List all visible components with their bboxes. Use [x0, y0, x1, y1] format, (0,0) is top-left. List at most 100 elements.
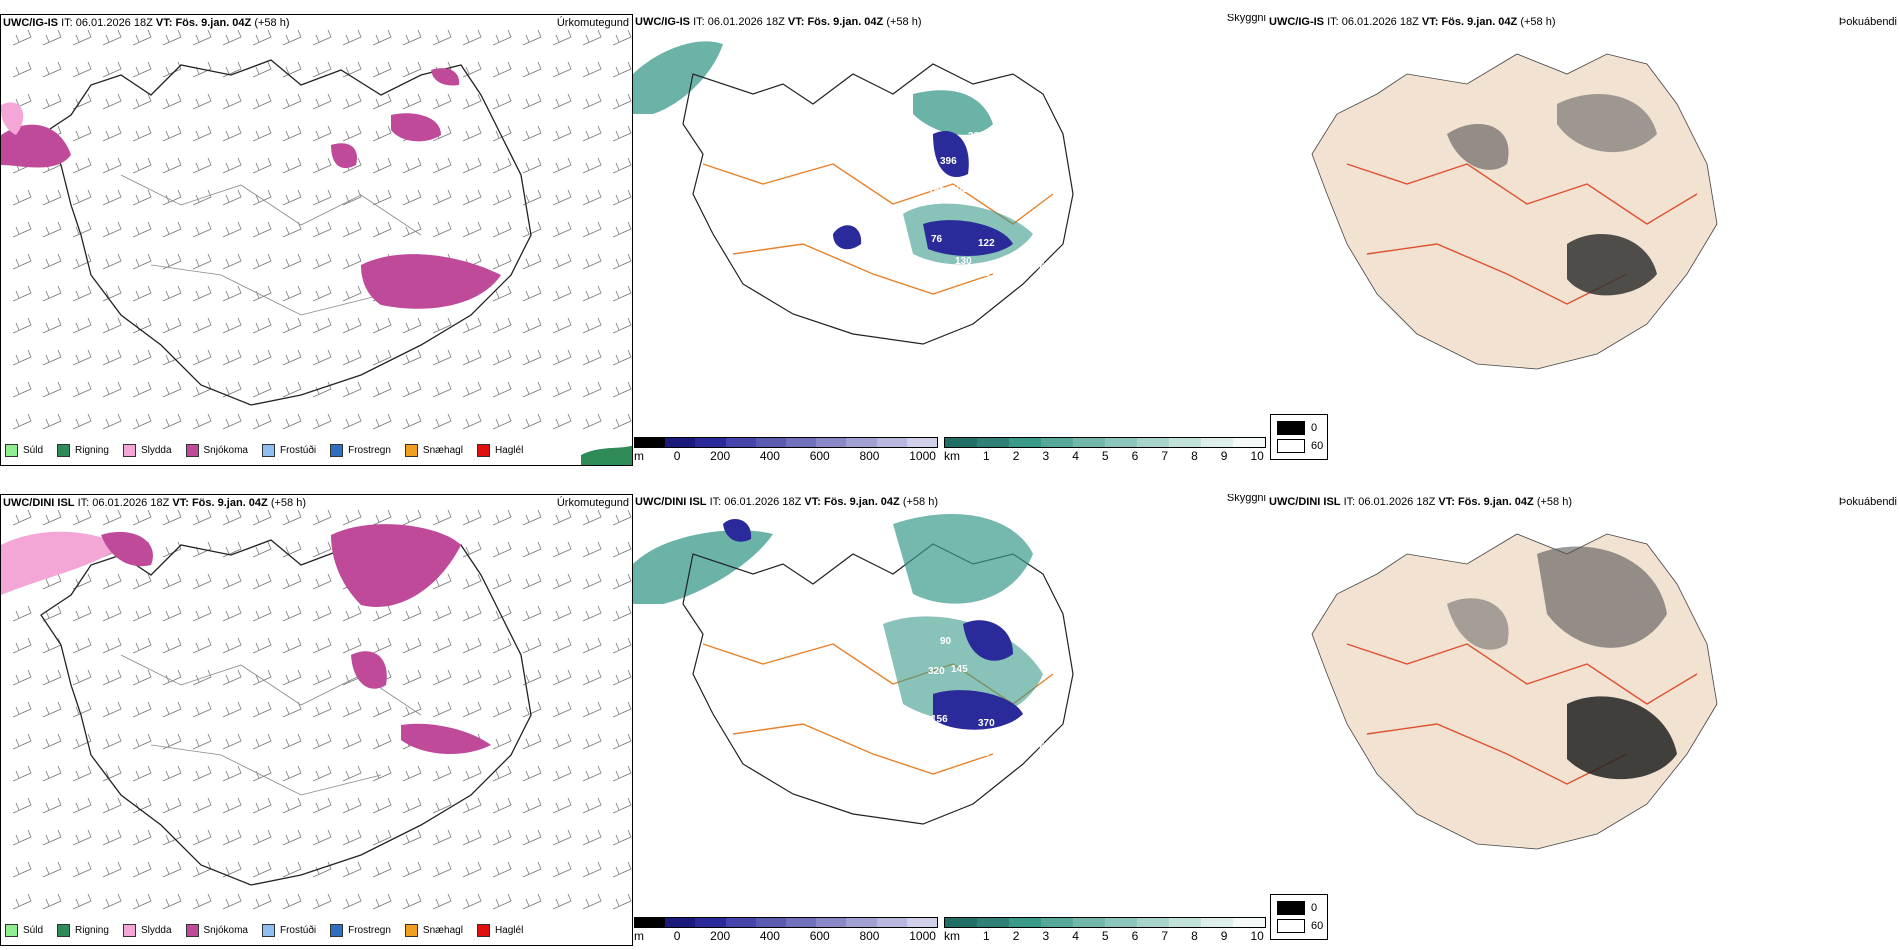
vis-low-area	[833, 225, 862, 250]
wind-barb	[312, 93, 332, 110]
wind-barb	[42, 701, 62, 718]
wind-barb	[492, 125, 512, 142]
wind-barb	[522, 733, 542, 750]
wind-barb	[522, 125, 542, 142]
wind-barb	[282, 189, 302, 206]
wind-barb	[162, 125, 182, 142]
wind-barb	[312, 701, 332, 718]
wind-barb	[12, 509, 32, 526]
wind-barb	[552, 861, 572, 878]
wind-barb	[222, 285, 242, 302]
wind-barb	[162, 93, 182, 110]
wind-barb	[372, 637, 392, 654]
fog-indicator-panel-bottom: UWC/DINI ISL IT: 06.01.2026 18Z VT: Fös.…	[1267, 494, 1900, 946]
wind-barb	[312, 349, 332, 366]
legend-item: Súld	[5, 924, 43, 937]
wind-barb	[372, 733, 392, 750]
sleet-area	[1, 531, 121, 595]
wind-barb	[192, 893, 212, 910]
wind-barb	[372, 413, 392, 430]
legend-item: Snjókoma	[185, 924, 248, 937]
wind-barb	[252, 637, 272, 654]
wind-barb	[582, 733, 602, 750]
wind-barb	[312, 829, 332, 846]
wind-barb	[402, 93, 422, 110]
wind-barb	[222, 125, 242, 142]
wind-barb	[102, 829, 122, 846]
wind-barb	[342, 509, 362, 526]
wind-barb	[492, 349, 512, 366]
fog-area	[1447, 598, 1509, 650]
wind-barb	[252, 285, 272, 302]
wind-barb	[252, 509, 272, 526]
legend-label: Snjókoma	[203, 445, 248, 456]
wind-barb	[42, 829, 62, 846]
wind-barb	[492, 317, 512, 334]
wind-barb	[12, 253, 32, 270]
wind-barb	[192, 701, 212, 718]
visibility-value-label: 152	[973, 268, 990, 279]
wind-barb	[402, 669, 422, 686]
wind-barb	[462, 317, 482, 334]
wind-barb	[432, 701, 452, 718]
wind-barb	[102, 413, 122, 430]
wind-barb	[222, 669, 242, 686]
precip-type-panel-bottom: UWC/DINI ISL IT: 06.01.2026 18Z VT: Fös.…	[0, 494, 633, 946]
legend-item: Slydda	[122, 444, 172, 457]
rain-area	[581, 445, 632, 465]
fog-area	[1557, 94, 1657, 153]
wind-barb	[462, 605, 482, 622]
visibility-value-label: 267	[968, 611, 985, 622]
wind-barb	[312, 29, 332, 46]
wind-barb	[522, 29, 542, 46]
wind-barb	[252, 221, 272, 238]
wind-barb	[42, 189, 62, 206]
visibility-value-label: 396	[940, 156, 957, 167]
wind-barb	[162, 637, 182, 654]
wind-barb	[522, 829, 542, 846]
legend-swatch	[404, 444, 418, 457]
wind-barb	[552, 317, 572, 334]
wind-barb	[162, 29, 182, 46]
wind-barb	[222, 893, 242, 910]
wind-barb	[462, 541, 482, 558]
wind-barb	[402, 701, 422, 718]
wind-barb	[372, 765, 392, 782]
wind-barb	[552, 605, 572, 622]
wind-barb	[282, 61, 302, 78]
legend-item: Frostúði	[261, 924, 316, 937]
wind-barb	[612, 285, 632, 302]
wind-barb	[432, 157, 452, 174]
wind-barb	[72, 285, 92, 302]
wind-barb	[282, 29, 302, 46]
wind-barb	[312, 221, 332, 238]
visibility-value-label: 86	[955, 736, 967, 747]
wind-barb	[522, 541, 542, 558]
wind-barb	[132, 61, 152, 78]
wind-barb	[552, 349, 572, 366]
fog-legend-top: 0 60	[1270, 414, 1328, 460]
wind-barb	[72, 189, 92, 206]
wind-barb	[102, 189, 122, 206]
wind-barb	[552, 573, 572, 590]
wind-barb	[552, 765, 572, 782]
legend-swatch	[185, 924, 199, 937]
wind-barb	[252, 317, 272, 334]
wind-barb	[132, 669, 152, 686]
legend-label: Frostregn	[348, 925, 391, 936]
wind-barb	[612, 637, 632, 654]
legend-label: Rigning	[75, 925, 109, 936]
wind-barb	[552, 381, 572, 398]
wind-barb	[342, 733, 362, 750]
panel-header: UWC/IG-IS IT: 06.01.2026 18Z VT: Fös. 9.…	[1269, 16, 1556, 28]
wind-barb	[462, 189, 482, 206]
wind-barb	[12, 349, 32, 366]
wind-barb	[132, 253, 152, 270]
snow-area	[331, 524, 461, 607]
wind-barb	[462, 797, 482, 814]
wind-barb	[72, 413, 92, 430]
wind-barb	[282, 733, 302, 750]
visibility-panel-bottom: UWC/DINI ISL IT: 06.01.2026 18Z VT: Fös.…	[633, 494, 1269, 946]
wind-barb	[12, 797, 32, 814]
